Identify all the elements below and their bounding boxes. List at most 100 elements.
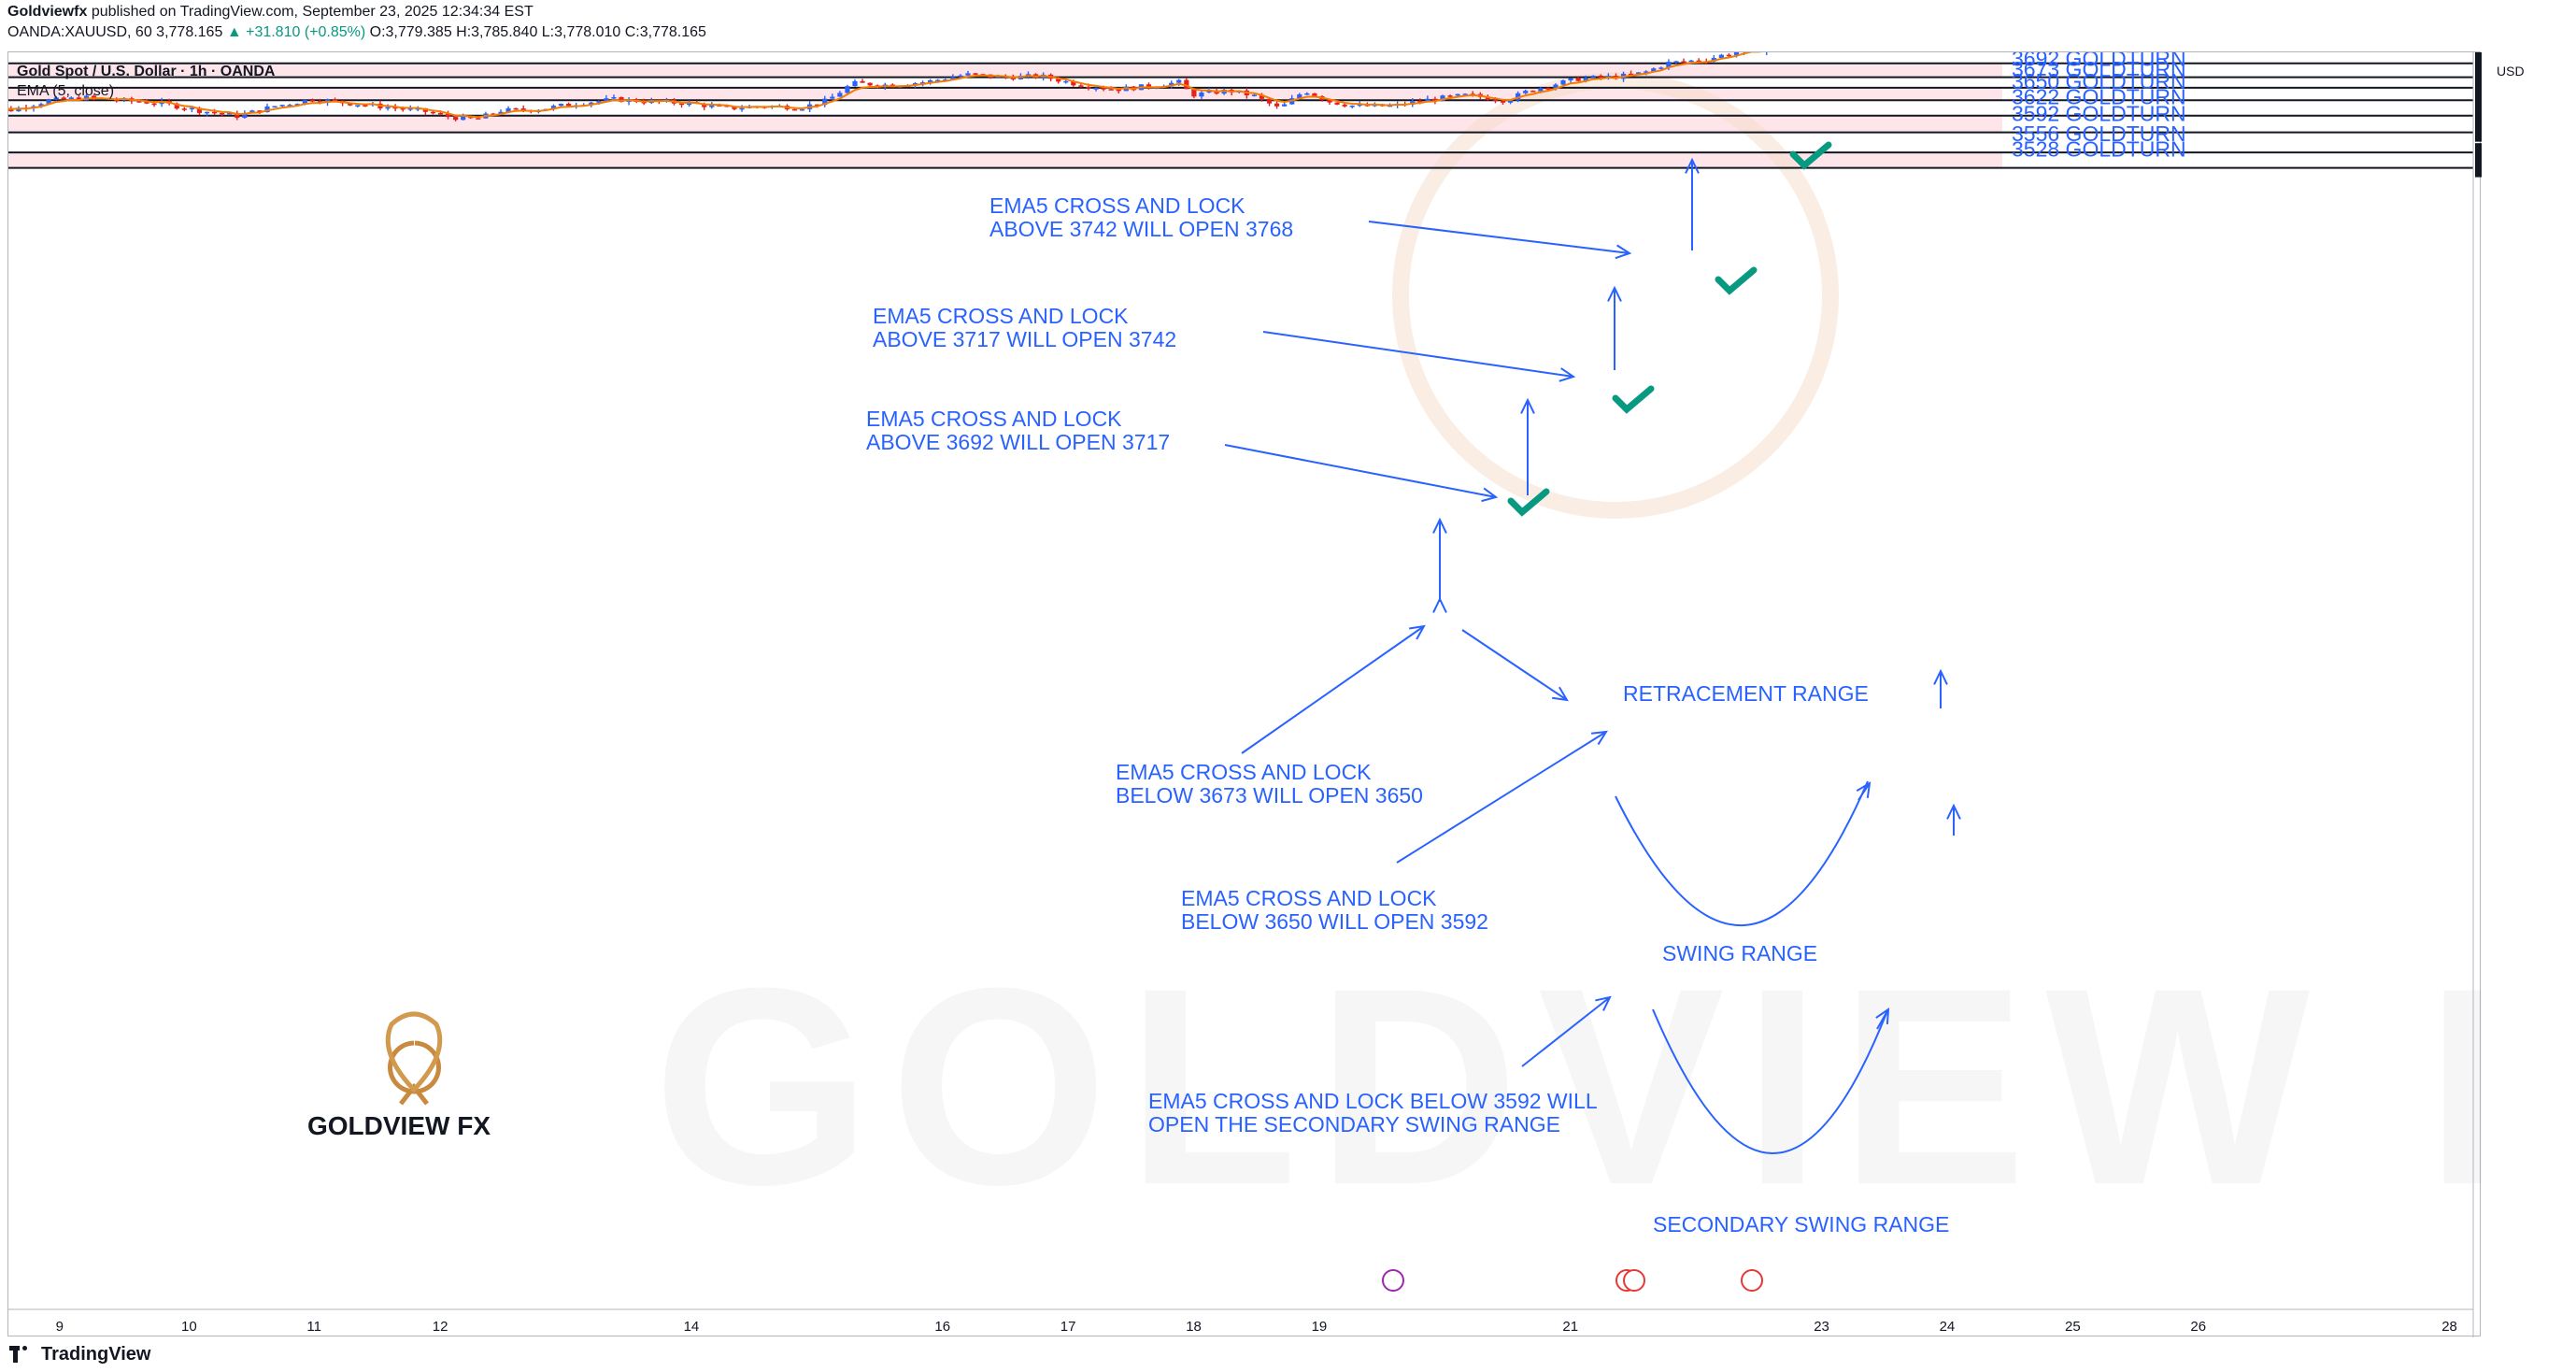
level-label-2[interactable]: 3717 GOLDTURN	[2012, 52, 2186, 57]
candle-body	[1673, 61, 1679, 63]
level-label-3[interactable]: 3692 GOLDTURN	[2012, 52, 2186, 71]
candle-body	[739, 107, 745, 110]
indicator-legend[interactable]: EMA (5, close)	[17, 83, 115, 99]
arrow-3650-to-3592[interactable]	[1396, 730, 1608, 864]
last-price: 3,778.165	[156, 24, 223, 40]
annotation-2-line-0[interactable]: EMA5 CROSS AND LOCK	[866, 407, 1122, 431]
candle-body	[1575, 78, 1581, 81]
arrow-down-3673[interactable]	[1432, 596, 1447, 613]
candle-body	[220, 112, 225, 115]
arrow-head	[1590, 730, 1608, 746]
arrow-3742-to-3768[interactable]	[1368, 221, 1632, 260]
secondary-swing-arrow[interactable]	[1875, 1008, 1890, 1030]
level-label-5[interactable]: 3650 GOLDTURN	[2012, 69, 2186, 93]
arrow-to-retracement[interactable]	[1461, 629, 1569, 702]
currency-label: USD	[2497, 64, 2525, 79]
candle-body	[348, 103, 353, 106]
range-label-0[interactable]: RETRACEMENT RANGE	[1623, 681, 1869, 706]
candle-body	[799, 108, 805, 111]
arrow-up-3692[interactable]	[1432, 517, 1447, 602]
candle	[822, 95, 828, 107]
arrow-up-3717[interactable]	[1520, 397, 1535, 495]
candle	[513, 107, 519, 110]
candle-body	[1553, 84, 1558, 89]
x-tick-label: 28	[2441, 1319, 2457, 1335]
candle-body	[1206, 90, 1212, 93]
level-label-4[interactable]: 3673 GOLDTURN	[2012, 57, 2186, 81]
candle	[1078, 83, 1084, 88]
candle-body	[144, 102, 149, 104]
annotation-4-line-0[interactable]: EMA5 CROSS AND LOCK	[1181, 886, 1437, 910]
candle-body	[1507, 100, 1514, 103]
x-tick-label: 17	[1060, 1319, 1076, 1335]
author-name[interactable]: Goldviewfx	[7, 4, 88, 20]
annotation-2-line-1[interactable]: ABOVE 3692 WILL OPEN 3717	[866, 430, 1170, 454]
candle-body	[1666, 62, 1672, 68]
annotation-0-line-0[interactable]: EMA5 CROSS AND LOCK	[989, 193, 1245, 218]
candle	[1462, 93, 1468, 95]
arrow-3592-to-secondary[interactable]	[1521, 995, 1612, 1067]
candle-body	[1485, 96, 1490, 100]
swing-range-arrow[interactable]	[1856, 781, 1872, 801]
level-label-6[interactable]: 3622 GOLDTURN	[2012, 85, 2186, 109]
annotation-5-line-1[interactable]: OPEN THE SECONDARY SWING RANGE	[1148, 1112, 1560, 1136]
annotation-1-line-1[interactable]: ABOVE 3717 WILL OPEN 3742	[873, 327, 1176, 351]
us-flag-event-icon[interactable]	[1623, 1269, 1645, 1292]
price-tag-bg-8	[2475, 122, 2482, 142]
level-label-7[interactable]: 3592 GOLDTURN	[2012, 102, 2186, 126]
arrow-3673-entry[interactable]	[1241, 624, 1426, 754]
candle-body	[1598, 75, 1603, 78]
candle-body	[596, 101, 602, 103]
level-label-9[interactable]: 3528 GOLDTURN	[2012, 137, 2186, 162]
quote-line: OANDA:XAUUSD, 60 3,778.165 ▲ +31.810 (+0…	[7, 24, 706, 41]
candle-body	[1644, 71, 1649, 73]
candle-body	[1658, 67, 1664, 69]
candle-body	[935, 79, 941, 82]
x-tick-label: 19	[1312, 1319, 1328, 1335]
candle-body	[919, 82, 926, 84]
level-label-8[interactable]: 3556 GOLDTURN	[2012, 121, 2186, 146]
annotation-3-line-0[interactable]: EMA5 CROSS AND LOCK	[1116, 760, 1372, 784]
candle-body	[732, 106, 737, 109]
annotation-0-line-1[interactable]: ABOVE 3742 WILL OPEN 3768	[989, 217, 1293, 241]
lightning-event-icon[interactable]	[1382, 1269, 1404, 1292]
arrow-up-3742[interactable]	[1607, 285, 1622, 370]
candle-body	[1500, 100, 1506, 103]
candle-body	[211, 111, 218, 114]
candle-body	[1568, 78, 1573, 80]
us-flag-event-icon[interactable]	[1741, 1269, 1763, 1292]
arrow-up-3622[interactable]	[1946, 803, 1961, 836]
candle-body	[430, 111, 436, 114]
candle-body	[1010, 77, 1016, 79]
candle	[1199, 90, 1204, 100]
annotation-5-line-0[interactable]: EMA5 CROSS AND LOCK BELOW 3592 WILL	[1148, 1089, 1598, 1113]
publish-text: published on TradingView.com, September …	[91, 4, 534, 20]
swing-range-curve[interactable]	[1615, 780, 1869, 927]
annotation-1-line-0[interactable]: EMA5 CROSS AND LOCK	[873, 304, 1129, 328]
secondary-swing-curve[interactable]	[1652, 1008, 1887, 1154]
arrow-up-3650[interactable]	[1933, 668, 1948, 708]
range-label-1[interactable]: SWING RANGE	[1662, 941, 1817, 965]
x-tick-label: 14	[684, 1319, 700, 1335]
range-label-2[interactable]: SECONDARY SWING RANGE	[1653, 1212, 1949, 1236]
candle-body	[1733, 52, 1740, 55]
arrow-head	[1552, 686, 1569, 702]
annotation-4-line-1[interactable]: BELOW 3650 WILL OPEN 3592	[1181, 909, 1488, 934]
arrow-3692-to-3717[interactable]	[1224, 444, 1499, 503]
chart-frame[interactable]: GOLDVIEW FXGOLDVIEW FX 3768 GOLDTURN3742…	[7, 51, 2482, 1337]
x-tick-label: 12	[433, 1319, 448, 1335]
symbol-line: OANDA:XAUUSD, 60	[7, 24, 152, 40]
price-tag-bg-6	[2475, 91, 2482, 110]
price-chart[interactable]: GOLDVIEW FXGOLDVIEW FX 3768 GOLDTURN3742…	[8, 52, 2482, 1337]
candle-body	[279, 105, 285, 107]
arrow-head	[1946, 803, 1961, 820]
candle-body	[16, 107, 21, 112]
arrow-head	[1685, 157, 1700, 174]
candle-body	[1636, 72, 1642, 75]
arrow-up-3768[interactable]	[1685, 157, 1700, 250]
annotation-3-line-1[interactable]: BELOW 3673 WILL OPEN 3650	[1116, 783, 1423, 807]
candle	[445, 110, 451, 120]
arrow-3717-to-3742[interactable]	[1262, 331, 1576, 382]
candle-body	[400, 107, 406, 110]
candle	[1169, 80, 1174, 89]
